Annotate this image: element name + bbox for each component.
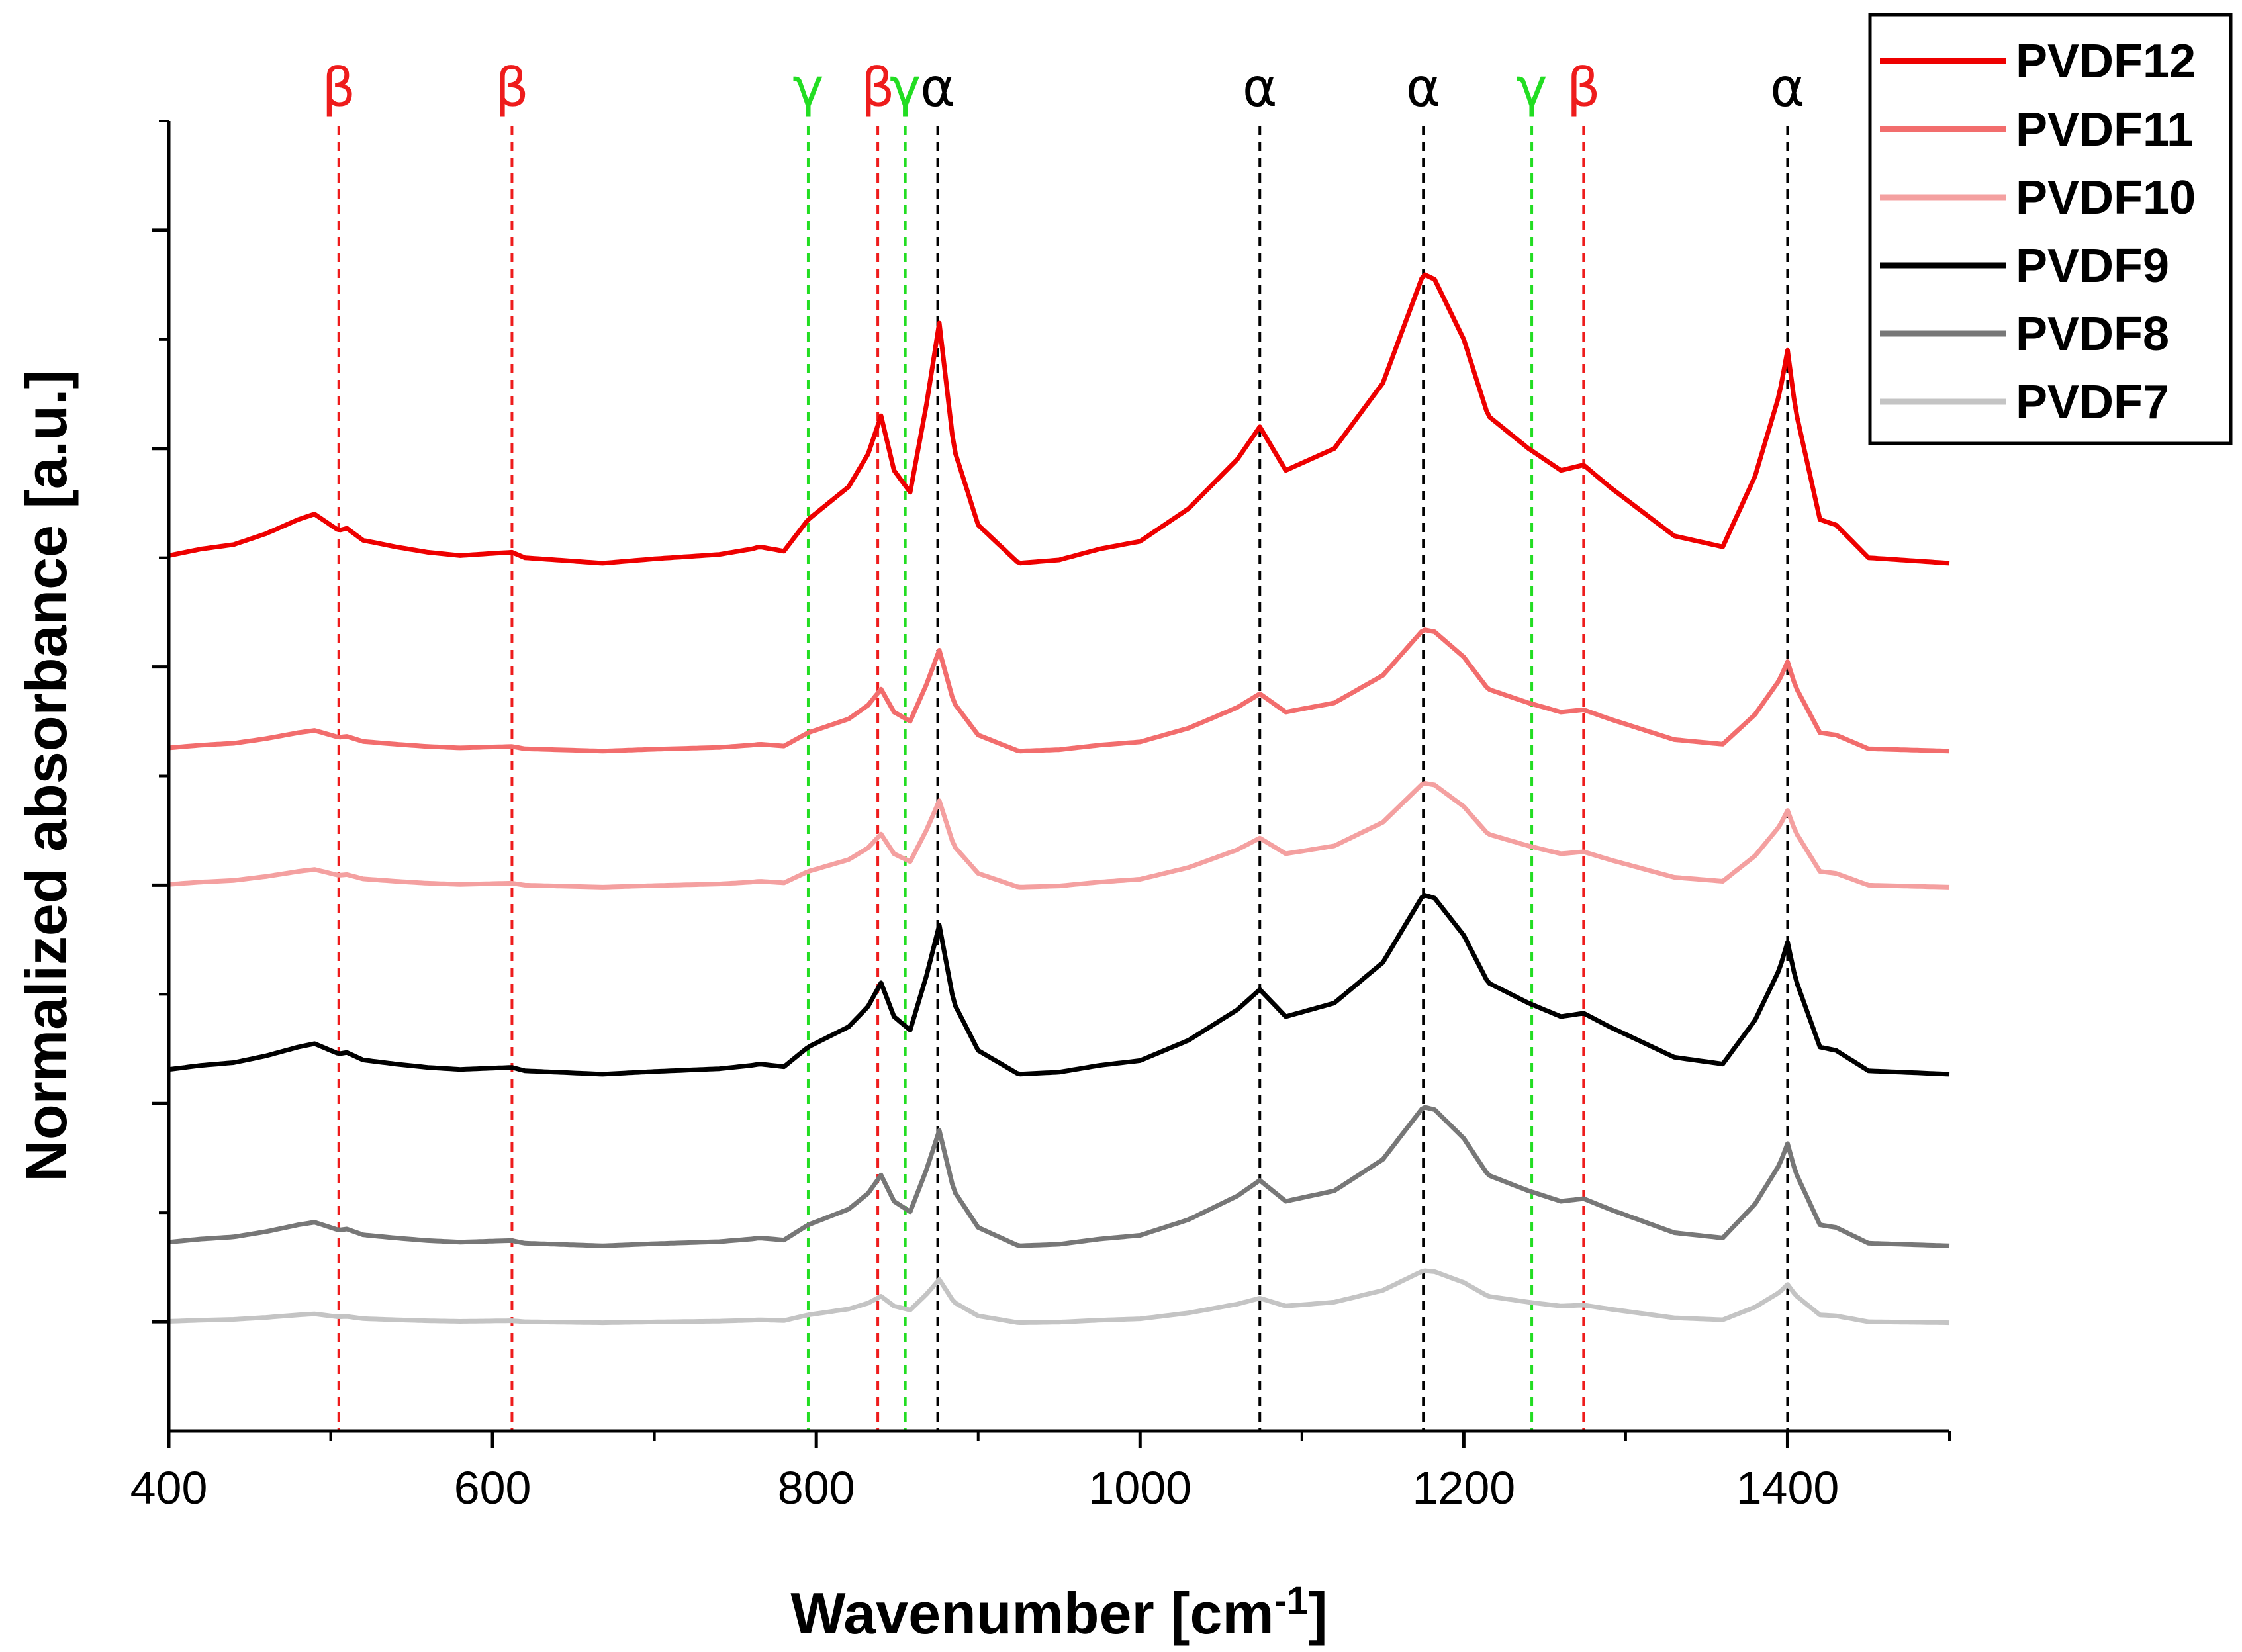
x-axis-title-suffix: ] bbox=[1308, 1581, 1327, 1646]
series-line-pvdf9 bbox=[168, 893, 1950, 1077]
phase-marker-label: α bbox=[1242, 57, 1278, 118]
x-tick-label: 800 bbox=[778, 1462, 855, 1514]
legend-label: PVDF11 bbox=[2016, 103, 2193, 156]
spectra-series bbox=[168, 272, 1950, 1326]
legend-label: PVDF9 bbox=[2016, 240, 2169, 293]
y-axis-title: Normalized absorbance [a.u.] bbox=[13, 369, 79, 1181]
x-ticks: 400 600 800 1000 1200 1400 bbox=[130, 1431, 1951, 1514]
series-line-pvdf11 bbox=[168, 627, 1950, 754]
series-line-pvdf10 bbox=[168, 781, 1950, 890]
y-ticks bbox=[152, 120, 169, 1324]
x-tick-label: 400 bbox=[130, 1462, 208, 1514]
phase-marker-label: γ bbox=[792, 57, 823, 118]
legend-label: PVDF8 bbox=[2016, 308, 2169, 361]
legend-label: PVDF10 bbox=[2016, 171, 2196, 224]
phase-marker-label: β bbox=[495, 57, 529, 118]
legend: PVDF12 PVDF11 PVDF10 PVDF9 PVDF8 PVDF7 bbox=[1868, 13, 2233, 445]
phase-marker-label: α bbox=[920, 57, 955, 118]
phase-marker-label: α bbox=[1770, 57, 1805, 118]
x-tick-label: 600 bbox=[454, 1462, 532, 1514]
phase-marker-label: β bbox=[322, 57, 355, 118]
series-line-pvdf7 bbox=[168, 1268, 1950, 1326]
x-axis-title-main: Wavenumber [cm bbox=[790, 1581, 1274, 1646]
x-axis-title-superscript: -1 bbox=[1274, 1579, 1309, 1622]
series-line-pvdf12 bbox=[168, 272, 1950, 566]
x-tick-label: 1400 bbox=[1736, 1462, 1840, 1514]
phase-marker-lines: β β γ βγα α α γ β α bbox=[322, 57, 1805, 1431]
legend-label: PVDF12 bbox=[2016, 35, 2196, 88]
x-tick-label: 1000 bbox=[1088, 1462, 1191, 1514]
phase-marker-label: β bbox=[1567, 57, 1601, 118]
phase-marker-label: γ bbox=[890, 57, 921, 118]
series-line-pvdf8 bbox=[168, 1105, 1950, 1248]
phase-marker-label: α bbox=[1406, 57, 1441, 118]
legend-label: PVDF7 bbox=[2016, 376, 2169, 429]
x-axis-title: Wavenumber [cm-1] bbox=[790, 1579, 1327, 1646]
legend-box bbox=[1868, 13, 2233, 445]
phase-marker-label: γ bbox=[1516, 57, 1547, 118]
x-tick-label: 1200 bbox=[1412, 1462, 1515, 1514]
phase-marker-label: β bbox=[861, 57, 895, 118]
